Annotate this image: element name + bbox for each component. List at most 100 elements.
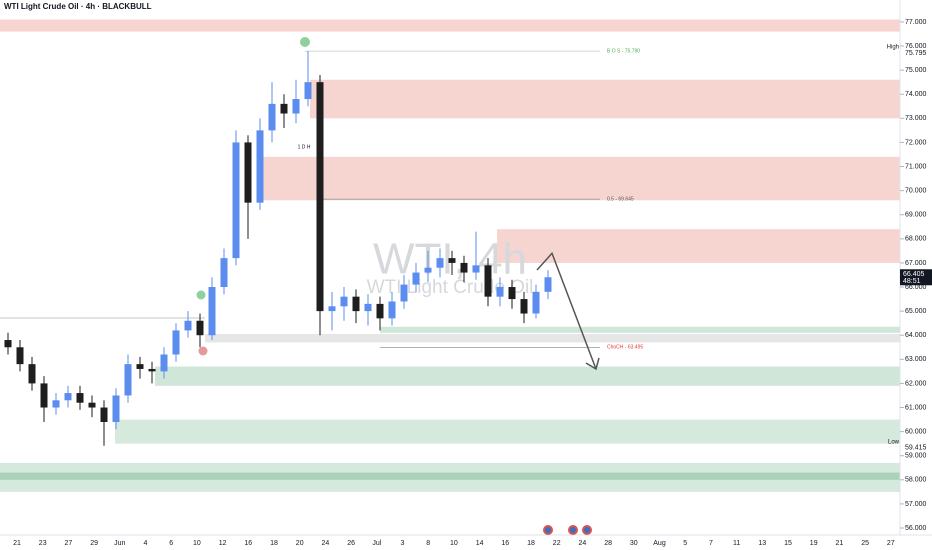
candle-body [508, 287, 516, 300]
zone [380, 326, 900, 333]
x-tick-label: 16 [501, 540, 509, 547]
extreme-label: High [887, 45, 899, 51]
x-tick-label: 11 [733, 540, 740, 547]
y-tick-label: 61.000 [905, 404, 927, 411]
y-tick-label: 66.000 [905, 284, 927, 291]
candle-body [196, 320, 204, 336]
candle-body [340, 296, 348, 307]
y-tick-label: 60.000 [905, 428, 927, 435]
y-tick-label: 64.000 [905, 332, 927, 339]
x-tick-label: 10 [450, 540, 458, 547]
y-tick-label: 62.000 [905, 380, 927, 387]
x-tick-label: 16 [244, 540, 252, 547]
candle-body [400, 284, 408, 302]
candle-body [16, 347, 24, 365]
watermark-subtitle: WTI Light Crude Oil [367, 277, 534, 298]
x-tick-label: Jun [114, 540, 125, 547]
y-tick-label: 68.000 [905, 236, 927, 243]
x-tick-label: 14 [476, 540, 484, 547]
candle-body [484, 265, 492, 297]
y-tick-label: 69.000 [905, 212, 927, 219]
chart-title: WTI Light Crude Oil · 4h · BLACKBULL [4, 2, 152, 11]
x-tick-label: 13 [758, 540, 766, 547]
x-tick-label: 21 [836, 540, 844, 547]
extreme-label: Low [888, 439, 900, 445]
candle-body [172, 330, 180, 355]
marker-dot [196, 290, 206, 300]
x-tick-label: 18 [527, 540, 535, 547]
y-tick-label: 73.000 [905, 115, 927, 122]
zone [310, 79, 900, 119]
candle-body [88, 402, 96, 408]
candle-body [64, 393, 72, 401]
marker-dot [300, 37, 310, 47]
zone [205, 334, 900, 343]
x-tick-label: 26 [347, 540, 355, 547]
candle-body [28, 364, 36, 384]
zone [258, 156, 900, 201]
candle-body [472, 265, 480, 273]
candle-body [436, 258, 444, 268]
candle-body [352, 296, 360, 312]
candle-body [76, 393, 84, 403]
candle-body [520, 299, 528, 314]
marker-dot [198, 346, 208, 356]
candle-body [100, 407, 108, 422]
x-tick-label: Aug [653, 540, 666, 547]
x-tick-label: 28 [604, 540, 612, 547]
x-tick-label: 18 [270, 540, 278, 547]
event-icons [543, 525, 592, 535]
x-tick-label: Jul [372, 540, 381, 547]
candle-body [40, 383, 48, 408]
x-tick-label: 27 [887, 540, 895, 547]
candle-body [280, 103, 288, 114]
x-tick-label: 20 [296, 540, 304, 547]
candle-body [496, 287, 504, 297]
candle-body [532, 291, 540, 314]
x-tick-label: 19 [810, 540, 818, 547]
x-tick-label: 30 [630, 540, 638, 547]
candle-body [136, 364, 144, 369]
candle-body [208, 287, 216, 336]
candle-body [460, 262, 468, 273]
x-tick-label: 24 [322, 540, 330, 547]
x-tick-label: 23 [39, 540, 47, 547]
projection-path [536, 251, 597, 370]
projection-arrowhead [585, 357, 600, 371]
x-tick-label: 15 [784, 540, 792, 547]
y-tick-label: 76.000 [905, 43, 927, 50]
candle-body [448, 258, 456, 263]
x-tick-label: 5 [683, 540, 687, 547]
level-label: ChoCH - 63.495 [607, 345, 643, 351]
extreme-value: 59.415 [905, 445, 927, 452]
zone [155, 366, 900, 386]
candle-body [292, 99, 300, 114]
last-price: 66.405 [903, 271, 925, 278]
candle-body [112, 395, 120, 422]
x-tick-label: 8 [426, 540, 430, 547]
candle-body [52, 400, 60, 408]
x-tick-label: 10 [193, 540, 201, 547]
y-tick-label: 70.000 [905, 187, 927, 194]
extreme-value: 75.795 [905, 50, 927, 57]
zone [0, 19, 900, 32]
zone [115, 419, 900, 444]
candle-body [388, 301, 396, 319]
candle-body [220, 258, 228, 288]
y-tick-label: 71.000 [905, 163, 927, 170]
y-tick-label: 77.000 [905, 19, 927, 26]
candle-body [304, 82, 312, 100]
level-label: B O S - 75.790 [607, 48, 640, 54]
x-tick-label: 22 [553, 540, 561, 547]
x-tick-label: 3 [401, 540, 405, 547]
candle-body [316, 82, 324, 312]
candle-body [412, 272, 420, 285]
x-tick-label: 29 [90, 540, 98, 547]
x-tick-label: 12 [219, 540, 227, 547]
note: 1 D H [298, 144, 311, 150]
candle-body [424, 267, 432, 273]
y-tick-label: 63.000 [905, 356, 927, 363]
candle-body [544, 277, 552, 292]
